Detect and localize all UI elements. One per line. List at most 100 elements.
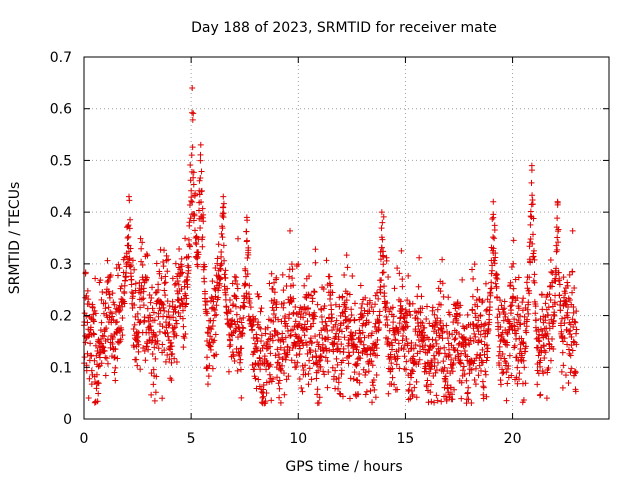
data-point: [533, 317, 540, 324]
data-point: [311, 313, 318, 320]
data-point: [311, 309, 318, 316]
data-point: [465, 396, 472, 403]
data-point: [236, 315, 243, 322]
data-point: [572, 370, 579, 377]
data-point: [199, 205, 206, 212]
data-point: [227, 308, 234, 315]
data-point: [380, 261, 387, 268]
data-point: [387, 354, 394, 361]
data-point: [290, 282, 297, 289]
data-point: [163, 257, 170, 264]
data-point: [103, 325, 110, 332]
data-point: [426, 320, 433, 327]
data-point: [304, 326, 311, 333]
data-point: [410, 368, 417, 375]
data-point: [528, 179, 535, 186]
data-point: [306, 357, 313, 364]
data-point: [339, 293, 346, 300]
y-tick-label: 0.6: [50, 102, 72, 118]
data-point: [532, 310, 539, 317]
data-point: [135, 348, 142, 355]
data-point: [474, 351, 481, 358]
data-point: [512, 276, 519, 283]
data-point: [375, 324, 382, 331]
data-point: [292, 303, 299, 310]
data-point: [400, 346, 407, 353]
data-point: [510, 237, 517, 244]
data-point: [317, 363, 324, 370]
data-point: [500, 337, 507, 344]
data-point: [211, 285, 218, 292]
data-point: [159, 341, 166, 348]
data-point: [369, 399, 376, 406]
data-point: [240, 325, 247, 332]
data-point: [552, 278, 559, 285]
data-point: [324, 358, 331, 365]
data-point: [269, 285, 276, 292]
data-point: [527, 221, 534, 228]
y-tick-label: 0.2: [50, 309, 72, 325]
data-point: [212, 293, 219, 300]
data-point: [505, 363, 512, 370]
data-point: [346, 395, 353, 402]
data-point: [316, 331, 323, 338]
data-point: [95, 390, 102, 397]
data-point: [220, 193, 227, 200]
data-point: [295, 261, 302, 268]
data-point: [439, 328, 446, 335]
data-point: [336, 390, 343, 397]
y-tick-label: 0.1: [50, 360, 72, 376]
data-point: [408, 374, 415, 381]
data-point: [492, 250, 499, 257]
data-point: [555, 239, 562, 246]
data-point: [437, 317, 444, 324]
data-point: [112, 346, 119, 353]
data-point: [246, 295, 253, 302]
data-point: [369, 330, 376, 337]
data-point: [222, 291, 229, 298]
data-point: [448, 365, 455, 372]
data-point: [124, 234, 131, 241]
data-point: [363, 388, 370, 395]
data-point: [567, 327, 574, 334]
data-point: [529, 201, 536, 208]
data-point: [446, 351, 453, 358]
data-point: [165, 256, 172, 263]
data-point: [384, 335, 391, 342]
data-point: [550, 317, 557, 324]
data-point: [254, 347, 261, 354]
data-point: [327, 282, 334, 289]
data-point: [358, 338, 365, 345]
data-point: [357, 355, 364, 362]
data-point: [531, 256, 538, 263]
data-point: [347, 329, 354, 336]
data-point: [504, 380, 511, 387]
data-point: [127, 245, 134, 252]
data-point: [528, 162, 535, 169]
data-point: [128, 281, 135, 288]
data-point: [372, 292, 379, 299]
data-point: [144, 340, 151, 347]
data-point: [381, 283, 388, 290]
data-point: [458, 395, 465, 402]
x-tick-label: 0: [80, 431, 89, 447]
data-point: [238, 394, 245, 401]
data-point: [268, 397, 275, 404]
data-point: [367, 345, 374, 352]
data-point: [250, 317, 257, 324]
data-point: [109, 334, 116, 341]
data-point: [196, 191, 203, 198]
data-point: [201, 263, 208, 270]
data-point: [243, 228, 250, 235]
data-point: [333, 317, 340, 324]
data-point: [437, 301, 444, 308]
data-point: [536, 331, 543, 338]
data-point: [481, 351, 488, 358]
data-point: [282, 334, 289, 341]
data-point: [276, 394, 283, 401]
data-point: [521, 313, 528, 320]
data-point: [409, 391, 416, 398]
data-point: [280, 338, 287, 345]
data-point: [569, 227, 576, 234]
data-point: [234, 285, 241, 292]
